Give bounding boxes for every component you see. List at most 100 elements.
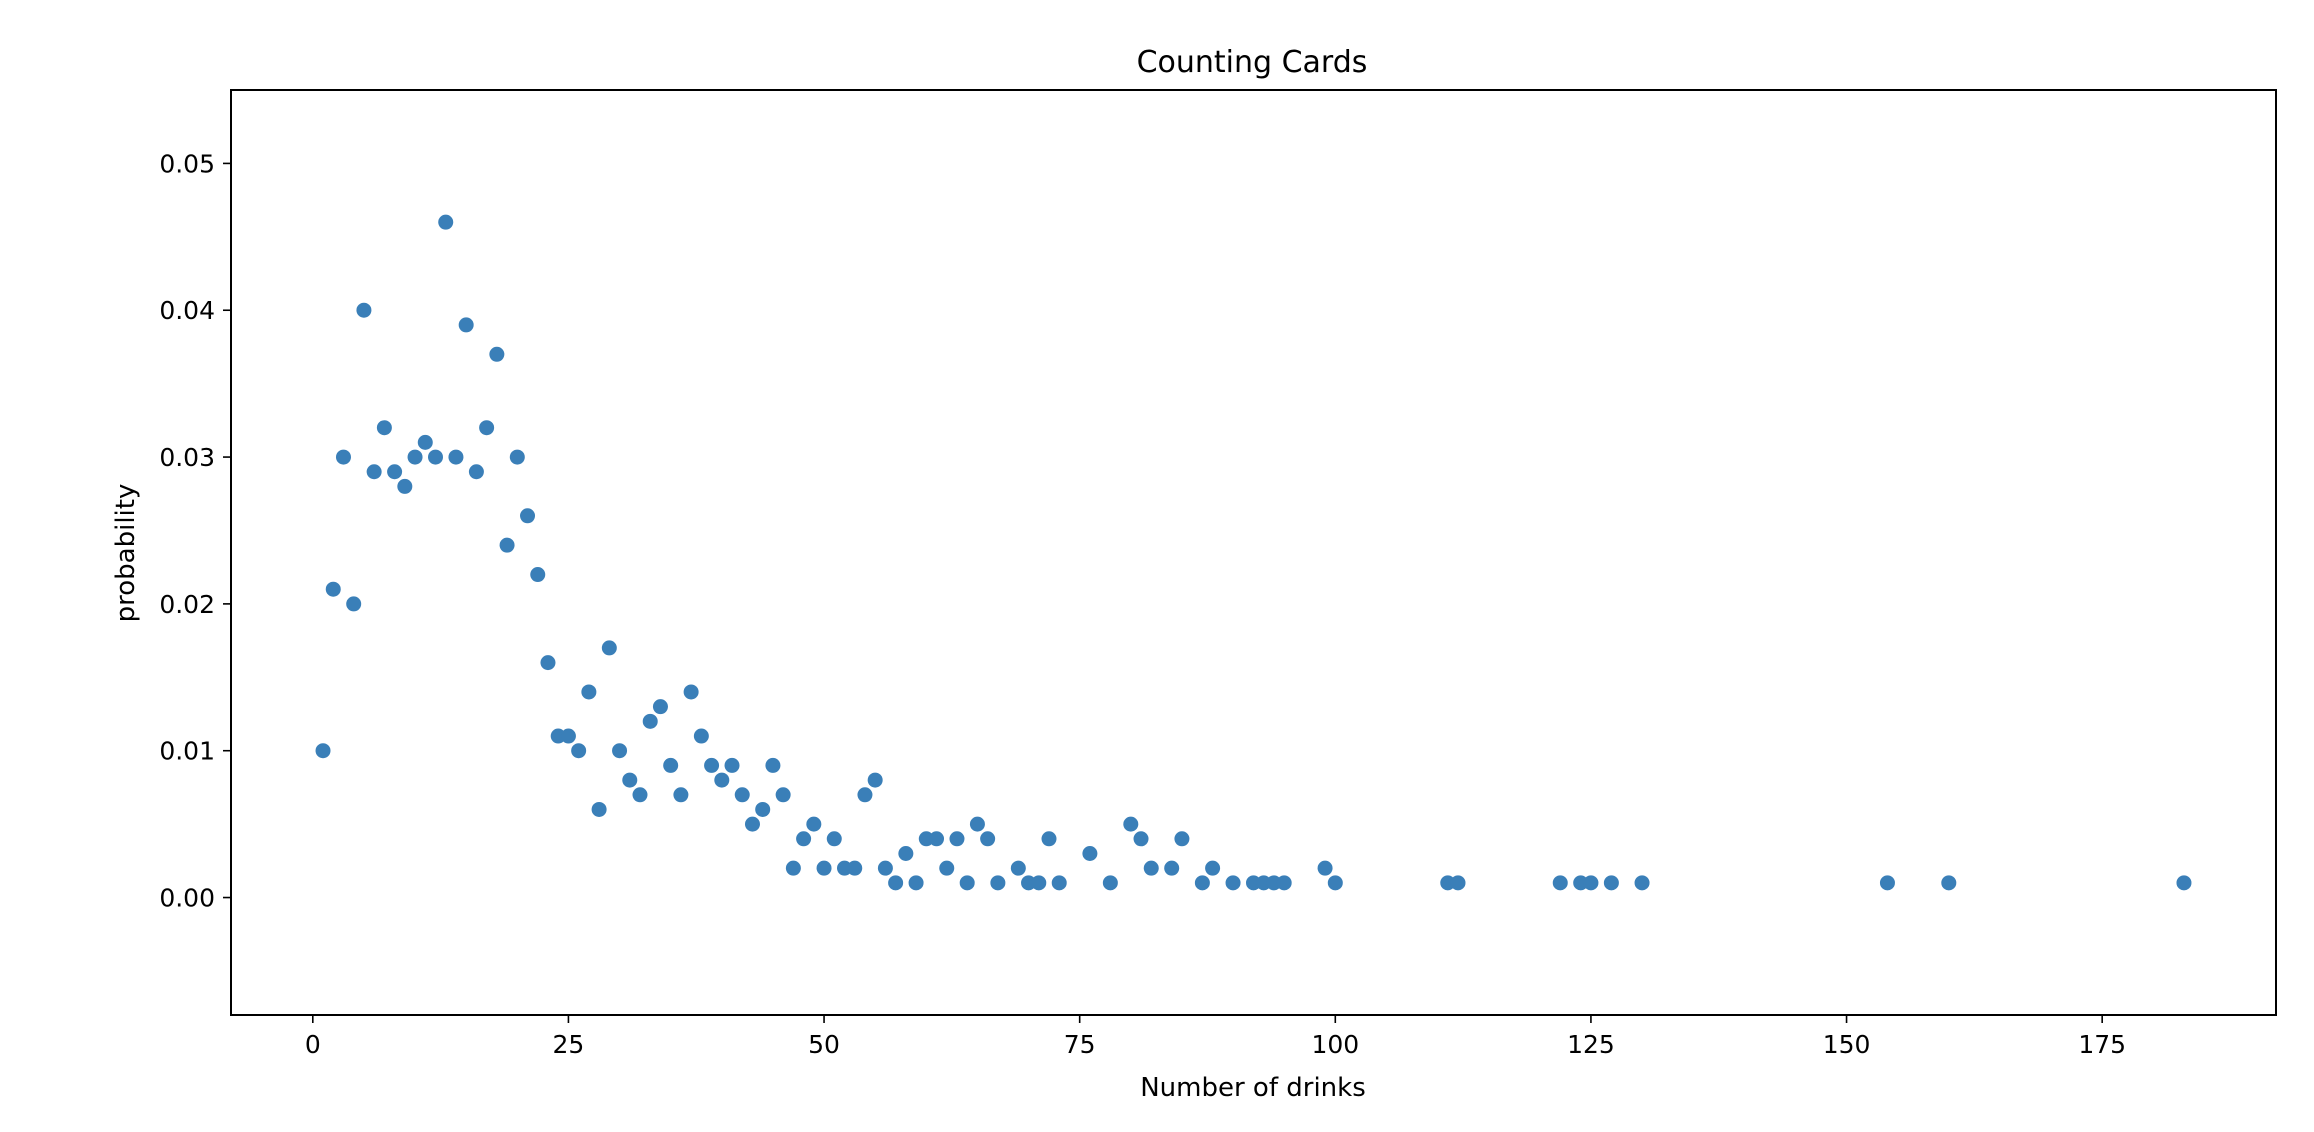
data-point <box>704 757 720 773</box>
data-point <box>1941 875 1957 891</box>
data-point <box>663 757 679 773</box>
data-point <box>1879 875 1895 891</box>
data-point <box>1123 816 1139 832</box>
data-point <box>1164 860 1180 876</box>
data-point <box>1194 875 1210 891</box>
data-point <box>939 860 955 876</box>
data-point <box>632 787 648 803</box>
y-tick-label: 0.05 <box>159 149 215 178</box>
data-point <box>520 508 536 524</box>
data-point <box>755 801 771 817</box>
data-point <box>908 875 924 891</box>
data-point <box>775 787 791 803</box>
data-point <box>724 757 740 773</box>
data-point <box>1450 875 1466 891</box>
data-points <box>315 214 2192 891</box>
x-tick-label: 100 <box>1311 1030 1359 1059</box>
x-tick-label: 125 <box>1567 1030 1615 1059</box>
data-point <box>1276 875 1292 891</box>
data-point <box>509 449 525 465</box>
data-point <box>980 831 996 847</box>
data-point <box>683 684 699 700</box>
data-point <box>673 787 689 803</box>
data-point <box>479 420 495 436</box>
data-point <box>1031 875 1047 891</box>
data-point <box>591 801 607 817</box>
y-tick-label: 0.00 <box>159 884 215 913</box>
data-point <box>1082 845 1098 861</box>
data-point <box>417 434 433 450</box>
data-point <box>847 860 863 876</box>
data-point <box>642 713 658 729</box>
data-point <box>2176 875 2192 891</box>
data-point <box>335 449 351 465</box>
data-point <box>959 875 975 891</box>
chart-title: Counting Cards <box>1137 45 1368 80</box>
data-point <box>458 317 474 333</box>
data-point <box>581 684 597 700</box>
data-point <box>1634 875 1650 891</box>
data-point <box>468 464 484 480</box>
y-tick-label: 0.02 <box>159 590 215 619</box>
data-point <box>499 537 515 553</box>
data-point <box>714 772 730 788</box>
data-point <box>560 728 576 744</box>
data-point <box>1225 875 1241 891</box>
data-point <box>346 596 362 612</box>
data-point <box>571 743 587 759</box>
x-tick-label: 0 <box>305 1030 321 1059</box>
data-point <box>1133 831 1149 847</box>
x-tick-label: 175 <box>2078 1030 2126 1059</box>
data-point <box>1051 875 1067 891</box>
data-point <box>785 860 801 876</box>
data-point <box>356 302 372 318</box>
plot-frame <box>230 89 2277 1016</box>
data-point <box>1583 875 1599 891</box>
data-point <box>929 831 945 847</box>
data-point <box>949 831 965 847</box>
data-point <box>744 816 760 832</box>
data-point <box>376 420 392 436</box>
data-point <box>407 449 423 465</box>
data-point <box>612 743 628 759</box>
y-tick-label: 0.01 <box>159 737 215 766</box>
data-point <box>325 581 341 597</box>
data-point <box>826 831 842 847</box>
data-point <box>1552 875 1568 891</box>
data-point <box>315 743 331 759</box>
data-point <box>857 787 873 803</box>
data-point <box>652 699 668 715</box>
data-point <box>387 464 403 480</box>
y-tick-label: 0.03 <box>159 443 215 472</box>
data-point <box>601 640 617 656</box>
data-point <box>990 875 1006 891</box>
data-point <box>816 860 832 876</box>
data-point <box>877 860 893 876</box>
y-tick-label: 0.04 <box>159 296 215 325</box>
y-axis-label: probability <box>111 484 141 623</box>
x-tick-label: 75 <box>1064 1030 1096 1059</box>
data-point <box>489 346 505 362</box>
data-point <box>1327 875 1343 891</box>
data-point <box>734 787 750 803</box>
x-tick-label: 150 <box>1823 1030 1871 1059</box>
x-tick-label: 25 <box>553 1030 585 1059</box>
data-point <box>438 214 454 230</box>
plot-area <box>230 89 2277 1016</box>
data-point <box>1205 860 1221 876</box>
data-point <box>530 567 546 583</box>
data-point <box>806 816 822 832</box>
data-point <box>1102 875 1118 891</box>
data-point <box>540 655 556 671</box>
data-point <box>898 845 914 861</box>
data-point <box>888 875 904 891</box>
data-point <box>1603 875 1619 891</box>
data-point <box>397 478 413 494</box>
data-point <box>1010 860 1026 876</box>
data-point <box>448 449 464 465</box>
data-point <box>693 728 709 744</box>
x-tick-label: 50 <box>808 1030 840 1059</box>
data-point <box>1317 860 1333 876</box>
data-point <box>1143 860 1159 876</box>
